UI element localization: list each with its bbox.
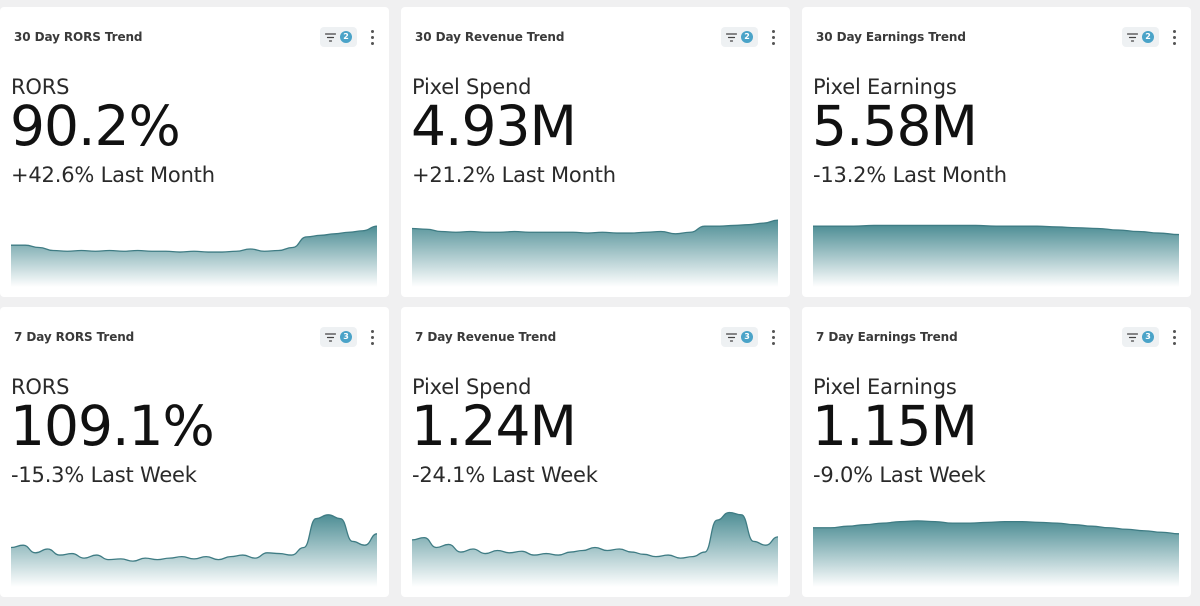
filter-count-badge: 3 bbox=[1142, 331, 1154, 343]
filter-button[interactable]: 2 bbox=[320, 27, 357, 47]
metric-value: 1.24M bbox=[411, 394, 577, 458]
card-header: 7 Day Earnings Trend 3 bbox=[816, 323, 1181, 351]
filter-icon bbox=[1127, 32, 1138, 42]
card-title: 7 Day RORS Trend bbox=[14, 330, 135, 344]
metric-value: 4.93M bbox=[411, 94, 577, 158]
card-title: 30 Day Revenue Trend bbox=[415, 30, 565, 44]
metric-delta: +21.2% Last Month bbox=[412, 163, 616, 187]
metric-value: 5.58M bbox=[812, 94, 978, 158]
metric-delta: -15.3% Last Week bbox=[11, 463, 197, 487]
filter-icon bbox=[325, 32, 336, 42]
card-7-day-rors: 7 Day RORS Trend 3 RORS 109.1% -15.3% La… bbox=[0, 307, 389, 597]
metric-value: 1.15M bbox=[812, 394, 978, 458]
card-title: 7 Day Earnings Trend bbox=[816, 330, 958, 344]
more-vertical-icon[interactable] bbox=[1167, 327, 1181, 347]
card-header: 7 Day RORS Trend 3 bbox=[14, 323, 379, 351]
trend-sparkline bbox=[813, 224, 1179, 287]
card-7-day-revenue: 7 Day Revenue Trend 3 Pixel Spend 1.24M … bbox=[401, 307, 790, 597]
metric-label: Pixel Spend bbox=[412, 75, 532, 99]
metric-value: 109.1% bbox=[10, 394, 215, 458]
metric-label: Pixel Earnings bbox=[813, 75, 957, 99]
trend-area bbox=[813, 225, 1179, 287]
filter-icon bbox=[1127, 332, 1138, 342]
filter-count-badge: 3 bbox=[741, 331, 753, 343]
trend-area bbox=[412, 220, 778, 287]
card-30-day-rors: 30 Day RORS Trend 2 RORS 90.2% +42.6% La… bbox=[0, 7, 389, 297]
trend-line bbox=[412, 511, 778, 559]
card-header: 30 Day RORS Trend 2 bbox=[14, 23, 379, 51]
trend-area bbox=[11, 514, 377, 587]
card-title: 30 Day Earnings Trend bbox=[816, 30, 966, 44]
card-7-day-earnings: 7 Day Earnings Trend 3 Pixel Earnings 1.… bbox=[802, 307, 1191, 597]
filter-button[interactable]: 3 bbox=[320, 327, 357, 347]
filter-count-badge: 2 bbox=[1142, 31, 1154, 43]
trend-sparkline bbox=[412, 511, 778, 587]
more-vertical-icon[interactable] bbox=[365, 327, 379, 347]
filter-icon bbox=[726, 32, 737, 42]
card-30-day-earnings: 30 Day Earnings Trend 2 Pixel Earnings 5… bbox=[802, 7, 1191, 297]
card-header: 30 Day Revenue Trend 2 bbox=[415, 23, 780, 51]
metric-delta: -13.2% Last Month bbox=[813, 163, 1007, 187]
more-vertical-icon[interactable] bbox=[1167, 27, 1181, 47]
card-header: 7 Day Revenue Trend 3 bbox=[415, 323, 780, 351]
more-vertical-icon[interactable] bbox=[766, 27, 780, 47]
metric-label: RORS bbox=[11, 75, 70, 99]
trend-line bbox=[813, 224, 1179, 236]
filter-icon bbox=[726, 332, 737, 342]
metric-delta: -9.0% Last Week bbox=[813, 463, 986, 487]
filter-button[interactable]: 2 bbox=[1122, 27, 1159, 47]
more-vertical-icon[interactable] bbox=[365, 27, 379, 47]
metric-label: Pixel Spend bbox=[412, 375, 532, 399]
metric-label: RORS bbox=[11, 375, 70, 399]
metric-delta: -24.1% Last Week bbox=[412, 463, 598, 487]
filter-icon bbox=[325, 332, 336, 342]
filter-button[interactable]: 3 bbox=[721, 327, 758, 347]
trend-line bbox=[412, 219, 778, 235]
card-title: 7 Day Revenue Trend bbox=[415, 330, 557, 344]
filter-button[interactable]: 2 bbox=[721, 27, 758, 47]
card-header: 30 Day Earnings Trend 2 bbox=[816, 23, 1181, 51]
trend-sparkline bbox=[412, 219, 778, 287]
metric-value: 90.2% bbox=[10, 94, 181, 158]
filter-count-badge: 2 bbox=[340, 31, 352, 43]
filter-count-badge: 2 bbox=[741, 31, 753, 43]
metric-label: Pixel Earnings bbox=[813, 375, 957, 399]
trend-sparkline bbox=[11, 514, 377, 587]
filter-count-badge: 3 bbox=[340, 331, 352, 343]
trend-area bbox=[11, 226, 377, 287]
trend-area bbox=[813, 520, 1179, 587]
trend-line bbox=[813, 520, 1179, 535]
filter-button[interactable]: 3 bbox=[1122, 327, 1159, 347]
trend-sparkline bbox=[813, 520, 1179, 587]
trend-area bbox=[412, 512, 778, 587]
more-vertical-icon[interactable] bbox=[766, 327, 780, 347]
card-30-day-revenue: 30 Day Revenue Trend 2 Pixel Spend 4.93M… bbox=[401, 7, 790, 297]
metric-delta: +42.6% Last Month bbox=[11, 163, 215, 187]
trend-sparkline bbox=[11, 225, 377, 287]
trend-line bbox=[11, 514, 377, 562]
card-title: 30 Day RORS Trend bbox=[14, 30, 143, 44]
trend-line bbox=[11, 225, 377, 253]
